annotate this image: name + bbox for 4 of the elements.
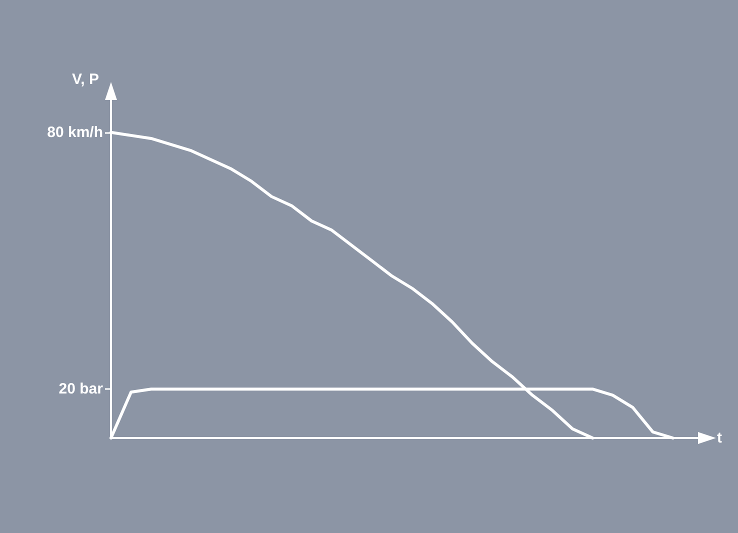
text: 20 bar	[58, 380, 104, 398]
text: 80 km/h	[47, 124, 103, 141]
x-axis-title: t	[717, 430, 722, 446]
y-axis-title: V, P	[72, 71, 99, 88]
